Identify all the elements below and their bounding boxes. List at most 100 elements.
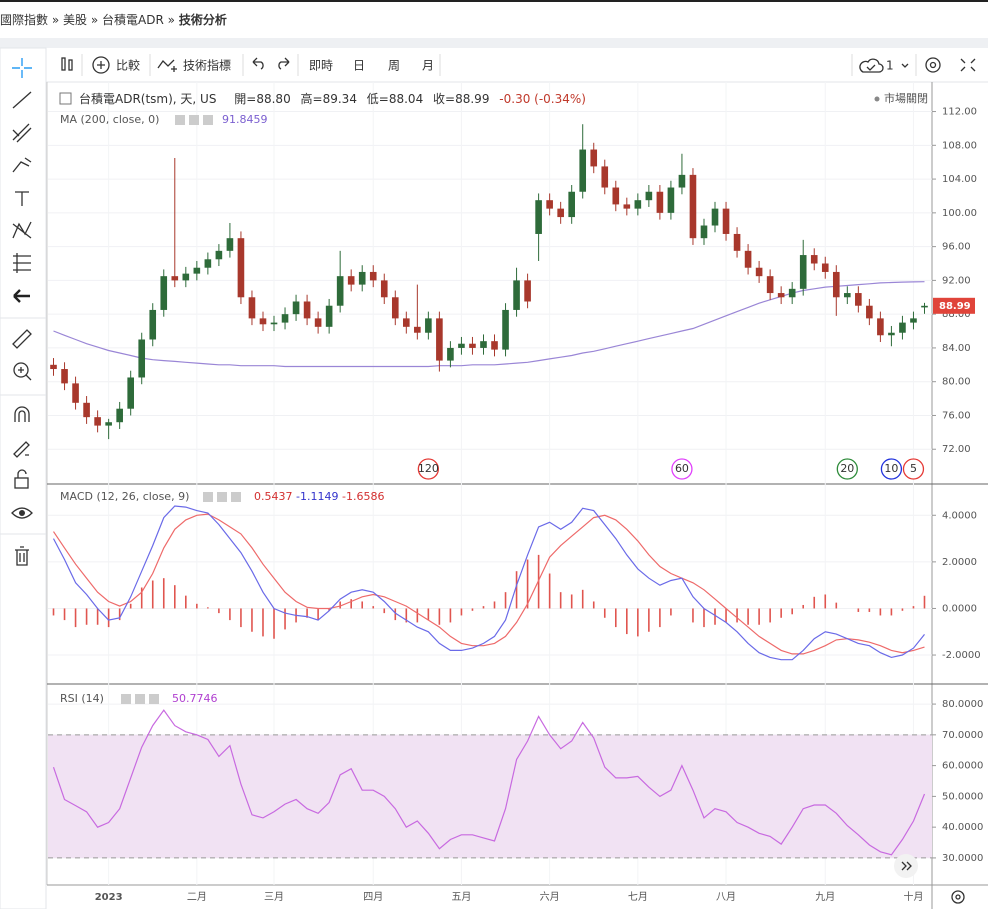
period-label: 20	[840, 462, 854, 475]
candle-body	[171, 276, 179, 281]
crumb[interactable]: 台積電ADR	[102, 12, 164, 27]
crumb[interactable]: 國際指數	[0, 12, 48, 27]
macd-value: -1.1149	[296, 490, 338, 503]
legend-icons[interactable]	[203, 492, 241, 502]
candle-body	[116, 408, 123, 423]
month-button[interactable]: 月	[422, 59, 434, 73]
y-tick-label: 112.00	[942, 107, 977, 118]
period-label: 60	[675, 462, 689, 475]
period-marker	[902, 458, 925, 480]
y-tick-label: 30.0000	[942, 853, 983, 864]
legend-icons[interactable]	[175, 115, 213, 125]
candle-body	[535, 200, 542, 234]
layout-button[interactable]: 1	[859, 59, 909, 73]
week-button[interactable]: 周	[388, 59, 400, 73]
x-tick-label: 八月	[716, 891, 736, 903]
candle-body	[358, 271, 366, 285]
crumb-sep: »	[52, 13, 59, 27]
candle-body	[645, 191, 653, 201]
candle-body	[777, 293, 785, 298]
candle-body	[72, 383, 79, 403]
y-tick-label: 96.00	[942, 242, 971, 253]
y-tick-label: 0.0000	[942, 603, 977, 614]
axis-settings[interactable]	[951, 890, 965, 904]
collapse-icon[interactable]	[59, 92, 72, 105]
candle-body	[634, 200, 642, 209]
fullscreen-button[interactable]	[960, 58, 976, 72]
high-stat: 高=89.34	[301, 91, 357, 106]
candle-body	[568, 191, 575, 218]
candle-body	[369, 271, 377, 281]
crumb-sep: »	[91, 13, 98, 27]
candle-body	[557, 208, 564, 218]
period-marker	[417, 458, 440, 480]
zoom-tool[interactable]	[13, 362, 32, 381]
crumb-current: 技術分析	[179, 12, 227, 27]
compare-button[interactable]: 比較	[92, 56, 140, 74]
candle-body	[899, 322, 906, 333]
market-status: 市場關閉	[884, 91, 928, 105]
ruler-tool[interactable]	[12, 329, 32, 349]
back-tool[interactable]	[13, 289, 30, 303]
scroll-button[interactable]	[894, 854, 918, 878]
legend-icons[interactable]	[121, 694, 159, 704]
lock-draw-tool[interactable]	[13, 441, 30, 458]
undo-button[interactable]	[252, 57, 264, 70]
candle-body	[766, 276, 774, 294]
period-marker	[836, 458, 858, 480]
forecast-tool[interactable]	[13, 253, 31, 273]
candle-body	[160, 276, 168, 310]
macd-legend: MACD (12, 26, close, 9)	[60, 490, 189, 503]
candle-body	[755, 267, 763, 277]
y-tick-label: 72.00	[942, 444, 971, 455]
y-tick-label: 70.0000	[942, 730, 983, 741]
candle-body	[590, 149, 598, 167]
fib-tool[interactable]	[12, 123, 32, 143]
candle-body	[303, 301, 311, 319]
hist-value: 0.5437	[254, 490, 293, 503]
indicators-button[interactable]: 技術指標	[157, 58, 231, 73]
candle-body	[425, 318, 432, 333]
y-tick-label: -2.0000	[942, 650, 981, 661]
period-label: 5	[910, 462, 917, 475]
x-tick-label: 十月	[903, 890, 923, 903]
candle-body	[292, 301, 300, 315]
crumb[interactable]: 美股	[63, 13, 87, 27]
text-tool[interactable]	[15, 191, 29, 206]
price-legend: 台積電ADR(tsm), 天, US 開=88.80 高=89.34 低=88.…	[79, 91, 586, 106]
period-label: 10	[884, 462, 898, 475]
candle-body	[921, 305, 928, 308]
delete-tool[interactable]	[15, 546, 29, 566]
y-tick-label: 88.00	[942, 309, 971, 320]
candle-body	[612, 187, 620, 205]
x-tick-label: 三月	[264, 891, 284, 903]
y-tick-label: 50.0000	[942, 791, 983, 802]
candle-body	[138, 339, 146, 378]
candle-body	[656, 191, 664, 213]
redo-button[interactable]	[278, 57, 290, 70]
y-tick-label: 76.00	[942, 410, 971, 421]
x-tick-label: 六月	[540, 891, 560, 903]
rsi-legend: RSI (14)	[60, 692, 104, 705]
pattern-tool[interactable]	[12, 221, 32, 239]
visibility-tool[interactable]	[11, 507, 33, 519]
brush-tool[interactable]	[12, 157, 32, 173]
line-tool[interactable]	[12, 91, 32, 109]
period-label: 120	[418, 462, 439, 475]
unlock-tool[interactable]	[14, 469, 29, 489]
candle-body	[546, 200, 553, 209]
settings-button[interactable]	[925, 57, 941, 73]
last-price-label: 88.99	[939, 301, 971, 312]
chart-type-button[interactable]	[61, 57, 73, 71]
candle-body	[447, 347, 454, 361]
realtime-button[interactable]: 即時	[309, 59, 333, 73]
candle-body	[105, 422, 112, 426]
crosshair-tool[interactable]	[12, 58, 32, 78]
candle-body	[700, 225, 708, 239]
day-button[interactable]: 日	[353, 59, 365, 73]
status-dot	[874, 96, 880, 102]
candle-body	[855, 293, 862, 306]
y-tick-label: 60.0000	[942, 761, 983, 772]
magnet-tool[interactable]	[14, 406, 30, 422]
